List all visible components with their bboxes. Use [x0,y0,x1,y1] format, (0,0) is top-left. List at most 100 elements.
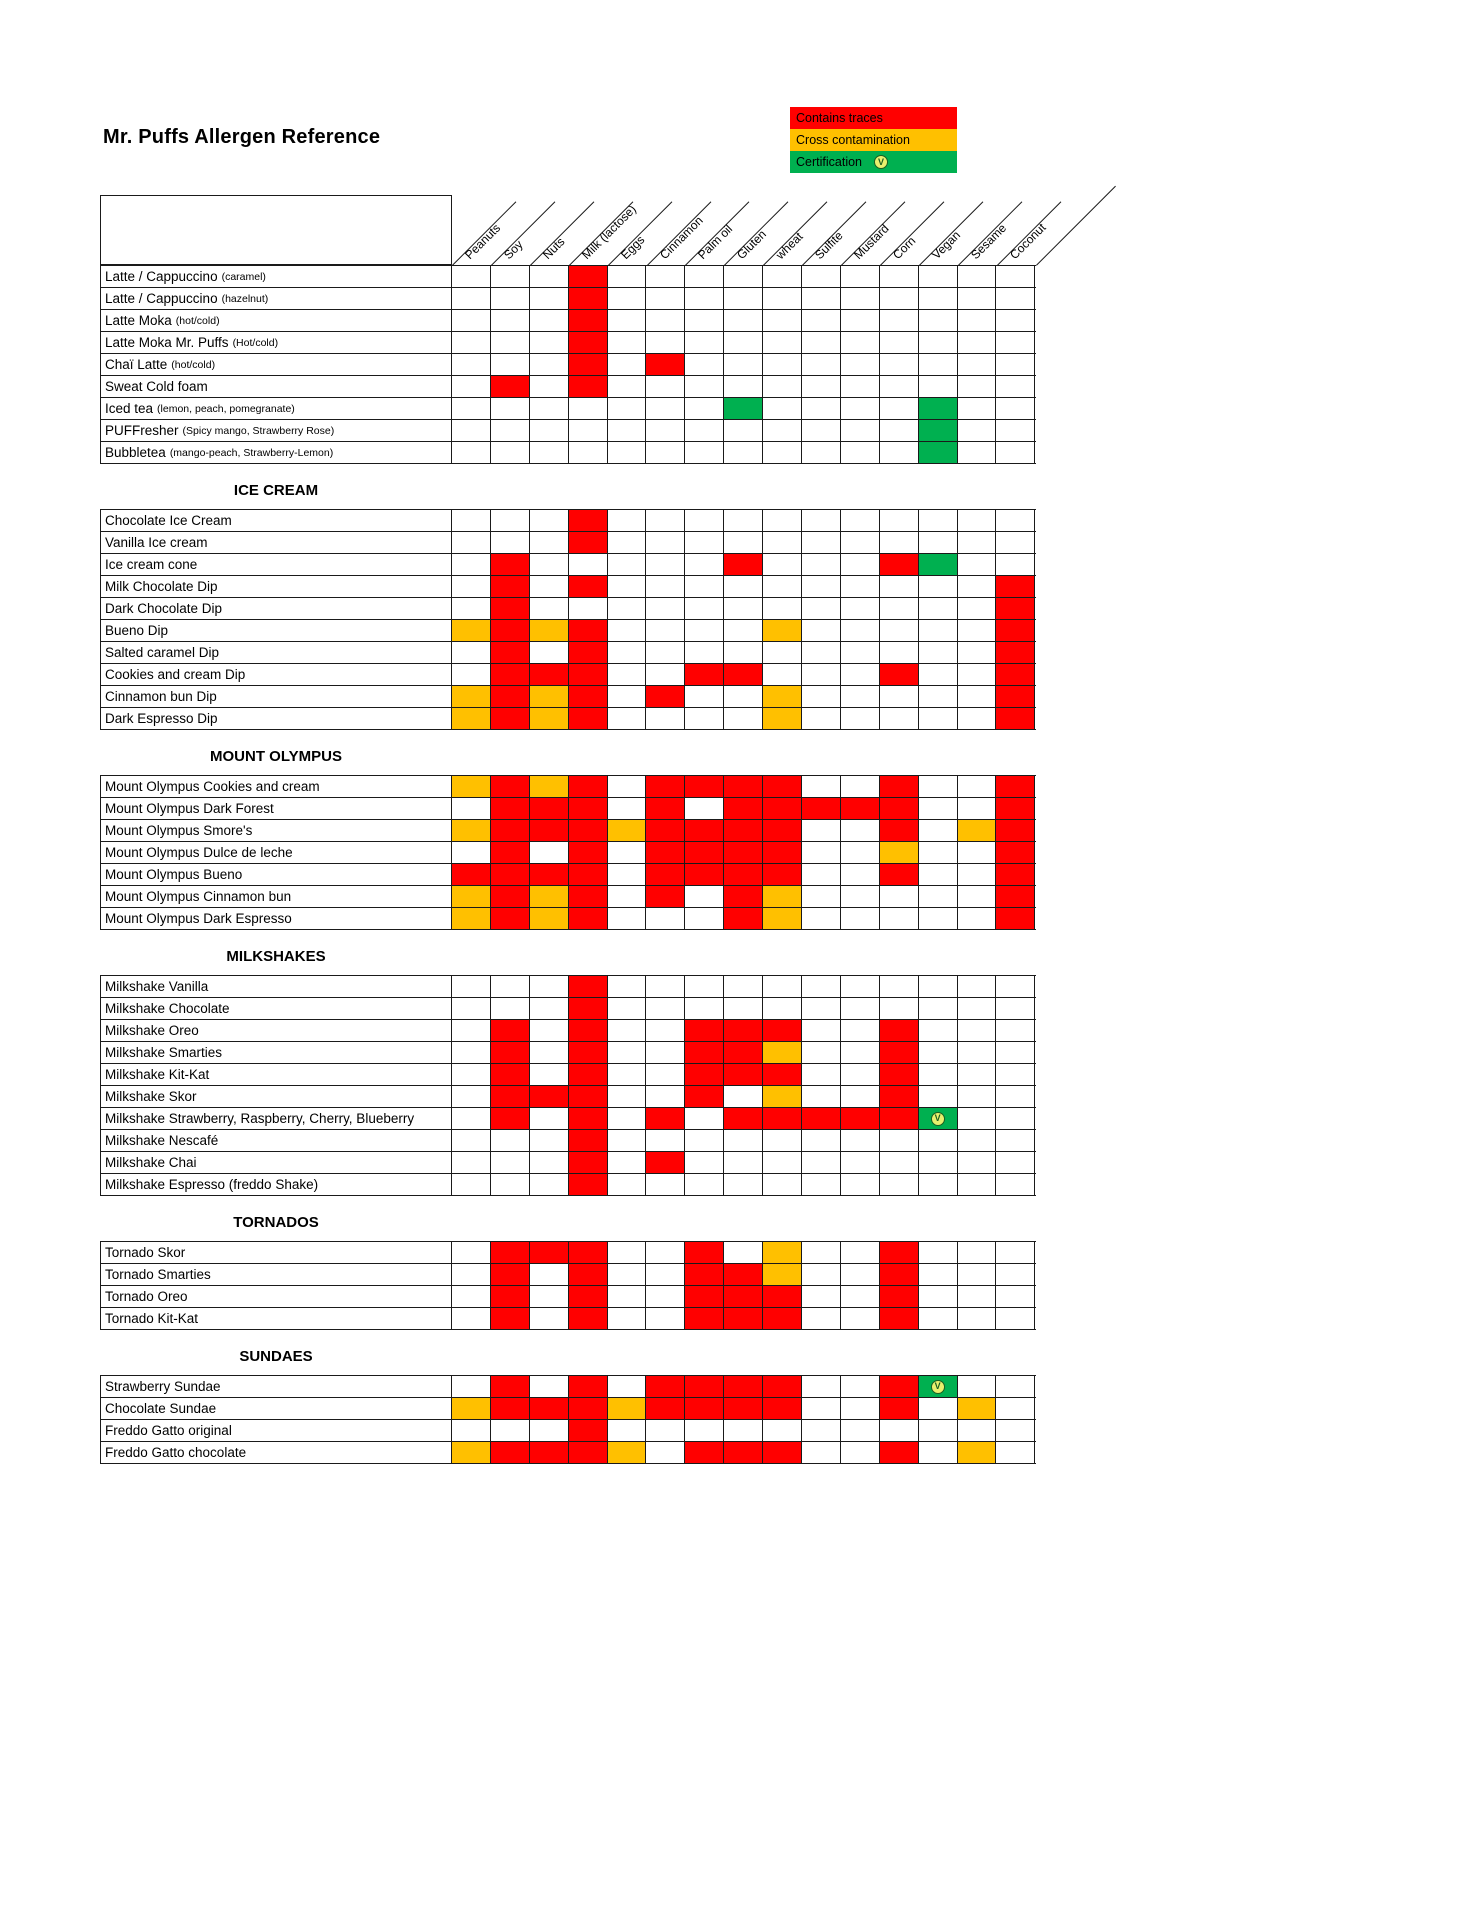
cell-contains-traces [568,576,608,597]
allergen-cell [880,266,919,287]
cell-contains-traces [490,554,530,575]
table-row: Milkshake Strawberry, Raspberry, Cherry,… [100,1108,1036,1130]
allergen-cell [996,398,1036,419]
allergen-cell [530,1108,569,1129]
allergen-cell [452,1042,491,1063]
row-label: Dark Espresso Dip [100,708,452,729]
row-label-text: Strawberry Sundae [105,1379,221,1394]
allergen-cell [685,908,725,929]
allergen-cell [685,1108,725,1129]
cell-contains-traces [879,554,919,575]
allergen-cell [841,1174,880,1195]
table-row: Milkshake Chai [100,1152,1036,1174]
allergen-cell [763,332,803,353]
allergen-cell [763,1174,803,1195]
allergen-cell [802,1286,841,1307]
cell-contains-traces [452,864,491,885]
cell-contains-traces [568,1042,608,1063]
vegan-cert-icon: V [874,155,888,169]
allergen-cell [646,1064,686,1085]
allergen-cell [802,598,841,619]
allergen-cell [802,1086,841,1107]
cell-contains-traces [996,820,1036,841]
allergen-cell [841,864,880,885]
allergen-cell [646,554,686,575]
cell-contains-traces [685,1376,725,1397]
allergen-cell [919,532,958,553]
allergen-cell [841,376,880,397]
cell-contains-traces [568,1442,608,1463]
cell-contains-traces [568,642,608,663]
table-row: Chocolate Ice Cream [100,510,1036,532]
allergen-cell [724,532,764,553]
allergen-cell [880,1130,919,1151]
table-row: Milkshake Chocolate [100,998,1036,1020]
row-label-text: Milkshake Smarties [105,1045,223,1060]
cell-cross-contamination [763,1242,803,1263]
cell-contains-traces [996,620,1036,641]
allergen-cell [763,554,803,575]
cell-contains-traces [568,1286,608,1307]
column-header-wheat: wheat [773,229,806,262]
allergen-cell [608,886,647,907]
cell-cross-contamination [957,1442,997,1463]
allergen-cell [958,1152,997,1173]
allergen-cell [919,266,958,287]
cell-cross-contamination [452,1398,491,1419]
allergen-cell [491,310,530,331]
allergen-cell [452,1174,491,1195]
allergen-cell [685,332,725,353]
row-label-text: Latte / Cappuccino [105,291,218,306]
allergen-cell [530,1308,569,1329]
cell-contains-traces [568,798,608,819]
cell-cross-contamination [957,1398,997,1419]
cell-contains-traces [646,1376,686,1397]
cell-contains-traces [568,1242,608,1263]
section-title-sundaes: SUNDAES [239,1348,313,1365]
column-header-peanuts: Peanuts [462,220,504,262]
allergen-cell [996,1264,1036,1285]
allergen-cell [724,576,764,597]
allergen-cell [996,1086,1036,1107]
row-label: Milkshake Vanilla [100,976,452,997]
cell-contains-traces [685,1086,725,1107]
cell-contains-traces [724,1042,764,1063]
cell-certification-vegan: V [918,1376,958,1397]
allergen-cell [646,1286,686,1307]
allergen-cell [802,1398,841,1419]
section-title-ice-cream: ICE CREAM [233,482,319,499]
allergen-cell [802,1064,841,1085]
cell-contains-traces [879,1398,919,1419]
allergen-cell [880,620,919,641]
allergen-grid-tornados: Tornado Skor Tornado Smarties Tornado Oreo… [100,1241,1036,1330]
table-row: Mount Olympus Bueno [100,864,1036,886]
allergen-cell [919,908,958,929]
allergen-cell [685,398,725,419]
row-label-note: (Spicy mango, Strawberry Rose) [182,424,335,437]
cell-contains-traces [490,1442,530,1463]
allergen-cell [608,288,647,309]
allergen-cell [802,376,841,397]
allergen-cell [646,708,686,729]
allergen-cell [996,1286,1036,1307]
row-label-text: Dark Espresso Dip [105,711,218,726]
cell-contains-traces [685,776,725,797]
allergen-cell [452,1020,491,1041]
cell-cross-contamination [607,1442,647,1463]
allergen-cell [763,376,803,397]
allergen-cell [919,864,958,885]
allergen-cell [452,376,491,397]
allergen-cell [958,510,997,531]
allergen-cell [919,620,958,641]
allergen-cell [958,1020,997,1041]
allergen-cell [802,510,841,531]
cell-cross-contamination [452,776,491,797]
allergen-cell [724,1242,764,1263]
allergen-cell [841,554,880,575]
allergen-cell [608,1420,647,1441]
allergen-cell [802,708,841,729]
allergen-cell [724,620,764,641]
allergen-cell [608,1086,647,1107]
allergen-cell [452,354,491,375]
cell-contains-traces [568,376,608,397]
